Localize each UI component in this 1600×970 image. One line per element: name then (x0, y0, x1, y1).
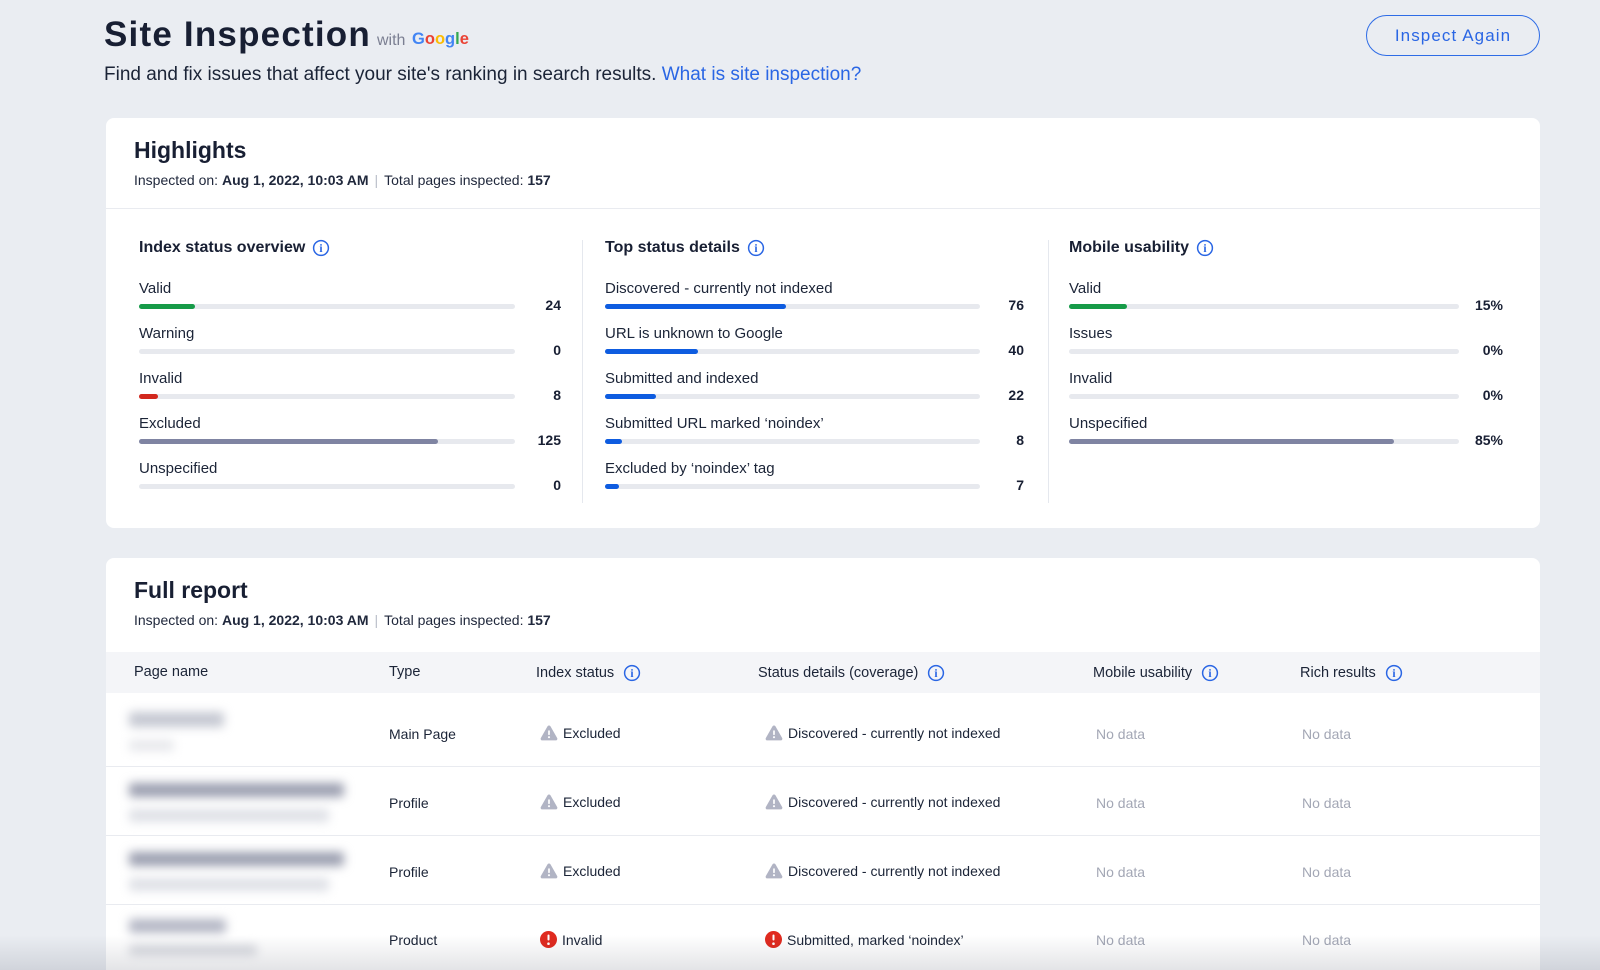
svg-text:i: i (1203, 243, 1207, 255)
svg-text:i: i (1392, 668, 1396, 680)
svg-text:i: i (754, 243, 758, 255)
svg-text:i: i (631, 668, 635, 680)
svg-text:i: i (1209, 668, 1213, 680)
svg-text:i: i (935, 668, 939, 680)
svg-text:i: i (320, 243, 324, 255)
